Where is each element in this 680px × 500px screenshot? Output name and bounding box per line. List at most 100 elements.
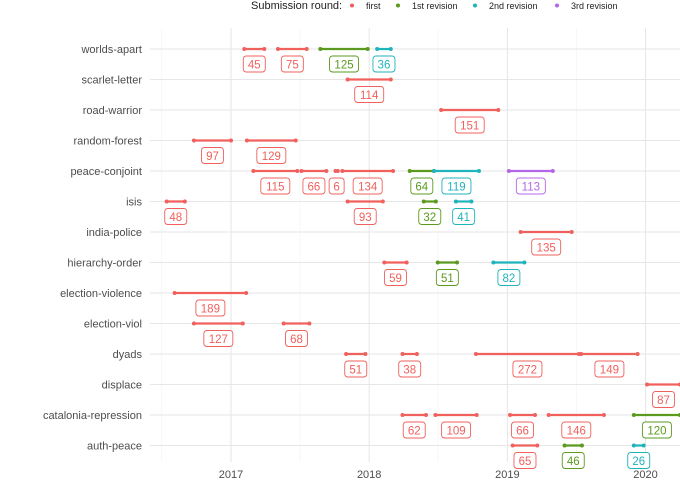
duration-label-text: 134 bbox=[358, 182, 378, 194]
duration-label-text: 75 bbox=[286, 60, 299, 72]
segment-start-point bbox=[340, 169, 345, 173]
segment bbox=[191, 321, 245, 326]
segment-end-point bbox=[380, 199, 385, 204]
duration-label: 64 bbox=[410, 177, 434, 195]
segment-start-point bbox=[506, 169, 511, 173]
segment bbox=[546, 413, 606, 417]
legend-label: 3rd revision bbox=[571, 1, 618, 11]
duration-label-text: 62 bbox=[408, 426, 421, 438]
segment bbox=[510, 443, 540, 448]
segment-start-point bbox=[518, 230, 523, 234]
duration-label-text: 48 bbox=[169, 212, 182, 224]
segment-end-point bbox=[635, 352, 640, 356]
legend: Submission round: first 1st revision 2nd r… bbox=[251, 0, 618, 12]
duration-label-text: 6 bbox=[333, 182, 339, 194]
duration-label: 93 bbox=[353, 208, 377, 225]
segment-start-point bbox=[562, 443, 567, 448]
duration-label-text: 151 bbox=[460, 121, 479, 133]
legend-label: 2nd revision bbox=[489, 1, 538, 11]
duration-label-text: 41 bbox=[457, 212, 470, 224]
x-tick-label: 2017 bbox=[219, 469, 243, 481]
duration-label: 68 bbox=[285, 330, 308, 347]
duration-label-text: 46 bbox=[567, 456, 580, 468]
duration-label: 97 bbox=[201, 147, 224, 164]
segment-end-point bbox=[641, 443, 646, 448]
duration-label: 113 bbox=[515, 177, 546, 195]
duration-label: 65 bbox=[513, 452, 537, 469]
segment-start-point bbox=[431, 169, 436, 173]
duration-label-text: 51 bbox=[349, 365, 362, 377]
duration-label-text: 87 bbox=[657, 395, 670, 407]
legend-entry: 1st revision bbox=[396, 1, 458, 11]
segment-start-point bbox=[281, 321, 286, 326]
duration-label: 62 bbox=[402, 421, 426, 439]
segment-end-point bbox=[365, 47, 370, 51]
x-tick-label: 2018 bbox=[357, 469, 381, 481]
segment-end-point bbox=[388, 47, 393, 51]
segment-end-point bbox=[433, 199, 438, 204]
segment-start-point bbox=[191, 321, 196, 326]
y-tick-label: scarlet-letter bbox=[81, 75, 142, 87]
legend-swatch bbox=[350, 3, 354, 8]
duration-label: 127 bbox=[203, 330, 234, 347]
y-tick-label: worlds-apart bbox=[80, 44, 142, 56]
segment-start-point bbox=[299, 169, 304, 173]
segment-end-point bbox=[335, 169, 340, 173]
segment bbox=[400, 352, 419, 356]
segment bbox=[518, 230, 574, 234]
segment-end-point bbox=[414, 352, 419, 356]
segment bbox=[421, 199, 438, 204]
y-axis-labels: worlds-apart scarlet-letter road-warrior ra… bbox=[43, 44, 143, 453]
segment bbox=[345, 77, 393, 82]
duration-label: 125 bbox=[329, 55, 359, 73]
duration-label-text: 38 bbox=[403, 365, 416, 377]
segment bbox=[344, 352, 368, 356]
segment bbox=[491, 260, 527, 265]
y-tick-label: dyads bbox=[113, 349, 143, 361]
duration-label-text: 125 bbox=[334, 60, 353, 72]
segment-end-point bbox=[423, 413, 428, 417]
segment bbox=[251, 169, 300, 173]
x-tick-label: 2020 bbox=[633, 469, 657, 481]
segment-end-point bbox=[293, 138, 298, 143]
legend-label: first bbox=[366, 1, 381, 11]
segments bbox=[164, 47, 680, 448]
segment-end-point bbox=[388, 77, 393, 82]
segment-end-point bbox=[391, 169, 396, 173]
duration-label: 36 bbox=[372, 55, 396, 73]
duration-label-text: 119 bbox=[447, 182, 465, 194]
y-tick-label: india-police bbox=[86, 227, 142, 239]
segment bbox=[299, 169, 329, 173]
segment-end-point bbox=[304, 47, 309, 51]
x-axis-labels: 2017 2018 2019 2020 bbox=[219, 469, 658, 481]
segment-start-point bbox=[453, 199, 458, 204]
segment bbox=[164, 199, 187, 204]
segment-end-point bbox=[474, 413, 479, 417]
duration-label: 189 bbox=[195, 299, 226, 317]
segment-end-point bbox=[579, 443, 584, 448]
segment bbox=[631, 443, 646, 448]
duration-label: 46 bbox=[561, 452, 585, 469]
segment-start-point bbox=[191, 138, 196, 143]
duration-label: 129 bbox=[256, 147, 287, 164]
duration-label-text: 127 bbox=[209, 334, 228, 346]
duration-label-text: 36 bbox=[378, 60, 391, 72]
y-tick-label: catalonia-repression bbox=[43, 410, 142, 422]
segment-end-point bbox=[363, 352, 368, 356]
duration-label-text: 189 bbox=[201, 304, 220, 316]
duration-label-text: 146 bbox=[567, 426, 586, 438]
duration-label-text: 129 bbox=[262, 151, 281, 163]
duration-label: 146 bbox=[561, 421, 592, 439]
segment-end-point bbox=[533, 413, 538, 417]
segment-end-point bbox=[550, 169, 555, 173]
segment-end-point bbox=[324, 169, 329, 173]
segment bbox=[631, 413, 680, 417]
duration-label: 48 bbox=[164, 208, 188, 225]
duration-label: 151 bbox=[454, 116, 485, 134]
legend-entry: first bbox=[350, 1, 381, 11]
segment-start-point bbox=[164, 199, 169, 204]
segment bbox=[281, 321, 312, 326]
segment-end-point bbox=[404, 260, 409, 265]
duration-label-text: 272 bbox=[518, 365, 537, 377]
